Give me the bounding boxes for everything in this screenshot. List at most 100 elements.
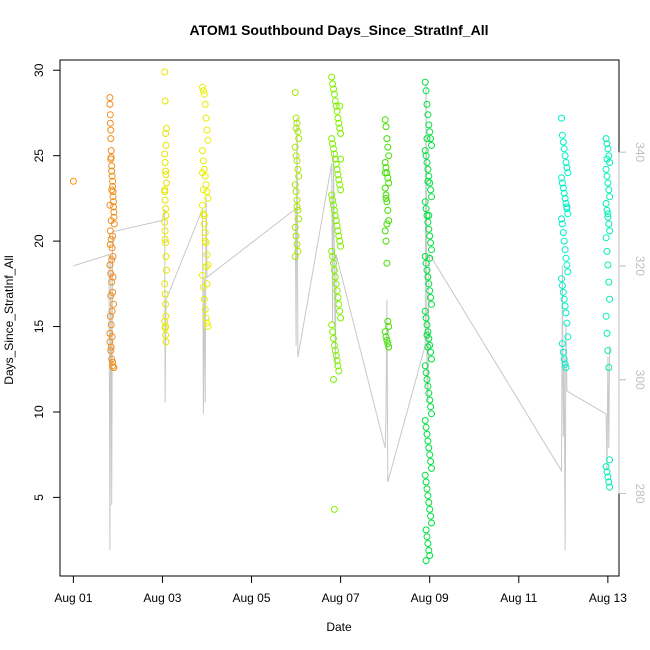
data-point bbox=[293, 157, 301, 165]
data-point bbox=[204, 194, 212, 202]
data-point bbox=[334, 294, 342, 301]
data-point bbox=[333, 222, 341, 230]
data-point bbox=[558, 114, 565, 122]
data-point bbox=[424, 111, 432, 119]
data-point bbox=[559, 288, 567, 296]
data-point bbox=[421, 198, 429, 206]
data-point bbox=[603, 172, 611, 180]
data-point bbox=[336, 181, 344, 189]
data-point bbox=[204, 323, 212, 330]
data-point bbox=[162, 338, 170, 346]
data-point bbox=[604, 145, 612, 153]
data-point bbox=[605, 152, 613, 160]
y-tick-label: 20 bbox=[32, 234, 46, 248]
data-point bbox=[109, 253, 117, 260]
data-point bbox=[108, 256, 116, 264]
data-point bbox=[421, 307, 429, 315]
data-point bbox=[384, 206, 392, 214]
data-point bbox=[422, 478, 430, 486]
data-point bbox=[558, 340, 566, 348]
data-point bbox=[382, 191, 390, 199]
data-point bbox=[163, 266, 170, 274]
data-point bbox=[423, 159, 431, 166]
data-point bbox=[563, 261, 571, 269]
data-point bbox=[558, 131, 566, 139]
data-point bbox=[199, 186, 207, 194]
data-point bbox=[204, 136, 212, 144]
data-point bbox=[162, 167, 170, 175]
data-point bbox=[200, 90, 208, 98]
data-point bbox=[422, 557, 430, 565]
trace-lines bbox=[73, 83, 611, 551]
data-point bbox=[162, 130, 170, 137]
data-point bbox=[604, 261, 612, 269]
data-point bbox=[428, 464, 435, 472]
data-point bbox=[331, 347, 339, 354]
data-point bbox=[334, 227, 342, 235]
y-tick-label: 5 bbox=[32, 494, 46, 501]
data-point bbox=[162, 205, 170, 213]
y-right-tick-label: 300 bbox=[633, 370, 647, 390]
data-point bbox=[108, 278, 116, 286]
data-point bbox=[558, 282, 566, 289]
data-point bbox=[606, 227, 614, 235]
data-point bbox=[424, 382, 432, 390]
data-point bbox=[335, 300, 343, 308]
data-point bbox=[426, 128, 434, 136]
data-point bbox=[424, 328, 432, 336]
data-point bbox=[421, 147, 429, 155]
data-point bbox=[562, 254, 570, 262]
data-point bbox=[336, 237, 344, 245]
data-point bbox=[428, 193, 435, 201]
data-point bbox=[161, 186, 169, 194]
series-1 bbox=[106, 94, 118, 371]
data-point bbox=[381, 159, 389, 166]
data-point bbox=[110, 364, 118, 371]
series-5 bbox=[328, 73, 345, 513]
data-point bbox=[603, 140, 611, 148]
y-tick-label: 10 bbox=[32, 405, 46, 419]
data-point bbox=[423, 533, 431, 541]
data-point bbox=[106, 201, 114, 209]
data-point bbox=[605, 186, 613, 194]
data-point bbox=[561, 246, 569, 254]
series-0 bbox=[69, 177, 77, 185]
data-point bbox=[331, 97, 339, 105]
data-point bbox=[605, 220, 613, 228]
data-point bbox=[382, 164, 390, 172]
data-point bbox=[109, 273, 117, 281]
data-point bbox=[424, 540, 432, 547]
data-point bbox=[603, 206, 611, 214]
y-axis: 5 10 15 20 25 30 bbox=[32, 63, 61, 501]
data-point bbox=[561, 302, 569, 310]
data-point bbox=[605, 478, 613, 486]
data-point bbox=[564, 210, 572, 218]
y-axis-right: 280 300 320 340 bbox=[618, 142, 647, 504]
data-point bbox=[330, 206, 338, 214]
data-point bbox=[428, 141, 435, 149]
data-point bbox=[382, 194, 390, 202]
data-point bbox=[383, 198, 391, 206]
data-point bbox=[202, 314, 210, 322]
data-point bbox=[203, 319, 211, 327]
data-point bbox=[200, 220, 208, 228]
data-point bbox=[422, 205, 430, 213]
data-point bbox=[110, 300, 117, 308]
data-point bbox=[561, 152, 569, 160]
data-point bbox=[421, 253, 429, 260]
data-point bbox=[108, 186, 116, 194]
data-point bbox=[203, 126, 211, 134]
data-point bbox=[422, 423, 430, 431]
data-point bbox=[334, 114, 342, 122]
data-point bbox=[108, 244, 116, 252]
data-point bbox=[330, 341, 338, 349]
data-point bbox=[605, 278, 613, 286]
data-point bbox=[292, 114, 300, 122]
data-point bbox=[424, 218, 432, 226]
data-point bbox=[330, 150, 338, 158]
data-point bbox=[332, 102, 340, 110]
data-point bbox=[422, 152, 430, 160]
data-point bbox=[294, 128, 302, 136]
data-point bbox=[602, 165, 610, 173]
